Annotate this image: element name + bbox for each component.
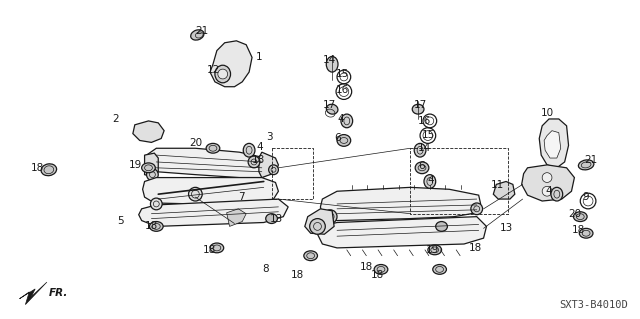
- Ellipse shape: [573, 212, 587, 221]
- Text: 4: 4: [545, 186, 552, 196]
- Text: 15: 15: [336, 69, 349, 79]
- Circle shape: [269, 165, 278, 174]
- Polygon shape: [540, 119, 568, 168]
- Text: 8: 8: [262, 264, 268, 274]
- Ellipse shape: [191, 30, 204, 40]
- Polygon shape: [321, 187, 481, 220]
- Circle shape: [323, 210, 337, 224]
- Text: FR.: FR.: [49, 288, 68, 298]
- Ellipse shape: [414, 143, 426, 157]
- Text: 19: 19: [129, 160, 142, 170]
- Text: 16: 16: [418, 116, 431, 126]
- Polygon shape: [145, 148, 275, 178]
- Circle shape: [150, 198, 162, 210]
- Text: 20: 20: [189, 138, 203, 148]
- Polygon shape: [493, 182, 515, 199]
- Ellipse shape: [215, 65, 230, 83]
- Text: 6: 6: [334, 133, 340, 144]
- Circle shape: [471, 203, 483, 215]
- Text: 1: 1: [256, 52, 262, 63]
- Text: 10: 10: [541, 108, 554, 118]
- Circle shape: [542, 186, 552, 196]
- Text: 14: 14: [418, 143, 431, 153]
- Ellipse shape: [337, 135, 351, 146]
- Ellipse shape: [150, 221, 163, 231]
- Ellipse shape: [579, 160, 594, 170]
- Ellipse shape: [433, 264, 447, 274]
- Ellipse shape: [248, 156, 260, 168]
- Ellipse shape: [579, 228, 593, 238]
- Circle shape: [542, 173, 552, 182]
- Text: 4: 4: [337, 114, 344, 124]
- Text: 7: 7: [238, 192, 245, 202]
- Ellipse shape: [424, 174, 436, 188]
- Ellipse shape: [206, 143, 220, 153]
- Text: 17: 17: [323, 100, 335, 110]
- Text: 18: 18: [145, 221, 158, 231]
- Polygon shape: [133, 121, 164, 142]
- Ellipse shape: [326, 104, 338, 114]
- Circle shape: [189, 187, 202, 201]
- Ellipse shape: [551, 187, 563, 201]
- Ellipse shape: [374, 264, 388, 274]
- Text: 9: 9: [582, 192, 589, 202]
- Text: 13: 13: [500, 223, 513, 234]
- Text: 21: 21: [195, 26, 209, 36]
- Circle shape: [218, 69, 228, 79]
- Ellipse shape: [141, 163, 156, 173]
- Text: 18: 18: [371, 270, 385, 280]
- Polygon shape: [522, 165, 575, 201]
- Text: 4: 4: [428, 174, 435, 184]
- Text: 6: 6: [418, 161, 425, 171]
- Text: 19: 19: [426, 245, 439, 255]
- Text: 18: 18: [572, 225, 585, 235]
- Circle shape: [310, 219, 325, 234]
- Ellipse shape: [412, 104, 424, 114]
- Ellipse shape: [210, 243, 224, 253]
- Ellipse shape: [428, 245, 442, 255]
- Text: 18: 18: [469, 243, 482, 253]
- Ellipse shape: [326, 56, 338, 72]
- Text: 2: 2: [113, 114, 119, 124]
- Polygon shape: [139, 199, 288, 226]
- Polygon shape: [143, 178, 278, 204]
- Polygon shape: [210, 41, 252, 87]
- Ellipse shape: [436, 221, 447, 231]
- Text: 18: 18: [31, 163, 45, 173]
- Text: 21: 21: [584, 155, 597, 165]
- Polygon shape: [20, 282, 47, 305]
- Circle shape: [147, 169, 158, 181]
- Polygon shape: [317, 217, 486, 248]
- Text: 18: 18: [360, 263, 372, 272]
- Text: 18: 18: [291, 270, 305, 280]
- Text: 18: 18: [203, 245, 216, 255]
- Polygon shape: [305, 209, 334, 234]
- Text: 11: 11: [490, 180, 504, 190]
- Ellipse shape: [341, 114, 353, 128]
- Text: 18: 18: [252, 155, 266, 165]
- Ellipse shape: [266, 214, 277, 224]
- Ellipse shape: [41, 164, 56, 176]
- Text: 3: 3: [266, 131, 273, 142]
- Text: 16: 16: [336, 85, 349, 95]
- Text: 17: 17: [414, 100, 428, 110]
- Polygon shape: [259, 152, 278, 178]
- Ellipse shape: [415, 162, 429, 174]
- Text: 14: 14: [323, 55, 335, 65]
- Ellipse shape: [243, 143, 255, 157]
- Polygon shape: [145, 153, 158, 178]
- Text: 13: 13: [269, 214, 283, 224]
- Text: 12: 12: [207, 65, 220, 75]
- Text: 15: 15: [422, 130, 435, 140]
- Ellipse shape: [304, 251, 317, 261]
- Text: 20: 20: [568, 209, 582, 219]
- Text: SXT3-B4010D: SXT3-B4010D: [559, 300, 628, 309]
- Polygon shape: [227, 209, 246, 226]
- Polygon shape: [544, 131, 561, 158]
- Text: 4: 4: [256, 142, 262, 152]
- Text: 5: 5: [117, 216, 124, 226]
